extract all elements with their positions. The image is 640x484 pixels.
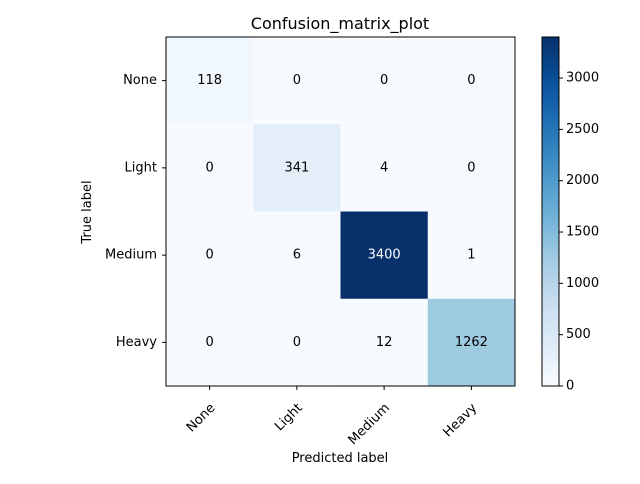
- cell-value-label: 1: [467, 248, 475, 263]
- cell-value-label: 0: [293, 73, 301, 88]
- x-axis-label: Predicted label: [292, 451, 389, 466]
- heatmap-cell: [340, 211, 429, 300]
- cell-value-label: 3400: [368, 248, 401, 263]
- x-tick-label: None: [184, 401, 219, 436]
- heatmap-cells: [166, 37, 516, 387]
- x-axis-ticks: None Light Medium Heavy: [184, 386, 480, 448]
- heatmap-cell: [166, 37, 254, 125]
- cell-value-labels: 118 0 0 0 0 341 4 0 0 6 3400 1 0 0 12 1262: [197, 73, 488, 350]
- x-tick-label: Medium: [346, 401, 393, 448]
- cell-value-label: 0: [205, 248, 213, 263]
- heatmap-cell: [427, 124, 516, 212]
- colorbar-tick-label: 3000: [566, 71, 599, 86]
- colorbar-tick-label: 0: [566, 379, 574, 394]
- heatmap-cell: [427, 211, 516, 300]
- cell-value-label: 4: [380, 160, 388, 175]
- cell-value-label: 0: [205, 160, 213, 175]
- cell-value-label: 0: [205, 335, 213, 350]
- colorbar: [541, 36, 560, 387]
- heatmap-cell: [253, 211, 341, 300]
- cell-value-label: 0: [467, 73, 475, 88]
- heatmap-cell: [166, 124, 254, 212]
- y-axis-label: True label: [80, 180, 95, 244]
- cell-value-label: 6: [293, 248, 301, 263]
- cell-value-label: 1262: [455, 335, 488, 350]
- cell-value-label: 341: [284, 160, 309, 175]
- chart-title: Confusion_matrix_plot: [251, 14, 429, 34]
- colorbar-ticks: 0 500 1000 1500 2000 2500 3000: [559, 71, 599, 394]
- x-tick-label: Heavy: [440, 400, 480, 440]
- cell-value-label: 12: [376, 335, 393, 350]
- cell-value-label: 0: [293, 335, 301, 350]
- heatmap-cell: [166, 211, 254, 300]
- colorbar-tick-label: 500: [566, 327, 591, 342]
- y-tick-label: Light: [125, 160, 157, 175]
- x-tick-label: Light: [272, 401, 306, 435]
- cell-value-label: 118: [197, 73, 222, 88]
- heatmap-cell: [253, 124, 341, 212]
- colorbar-tick-label: 2500: [566, 122, 599, 137]
- heatmap-cell: [427, 37, 516, 125]
- colorbar-tick-label: 1000: [566, 276, 599, 291]
- heatmap-cell: [340, 37, 429, 125]
- plot-frame: [165, 36, 516, 387]
- heatmap-cell: [253, 298, 341, 387]
- heatmap-cell: [427, 298, 516, 387]
- heatmap-cell: [166, 298, 254, 387]
- heatmap-cell: [340, 124, 429, 212]
- y-axis-ticks: None Light Medium Heavy: [105, 73, 166, 350]
- cell-value-label: 0: [380, 73, 388, 88]
- heatmap-cell: [340, 298, 429, 387]
- y-tick-label: Heavy: [116, 335, 157, 350]
- colorbar-tick-label: 1500: [566, 225, 599, 240]
- heatmap-cell: [253, 37, 341, 125]
- y-tick-label: None: [123, 73, 157, 88]
- cell-value-label: 0: [467, 160, 475, 175]
- y-tick-label: Medium: [105, 248, 157, 263]
- colorbar-tick-label: 2000: [566, 173, 599, 188]
